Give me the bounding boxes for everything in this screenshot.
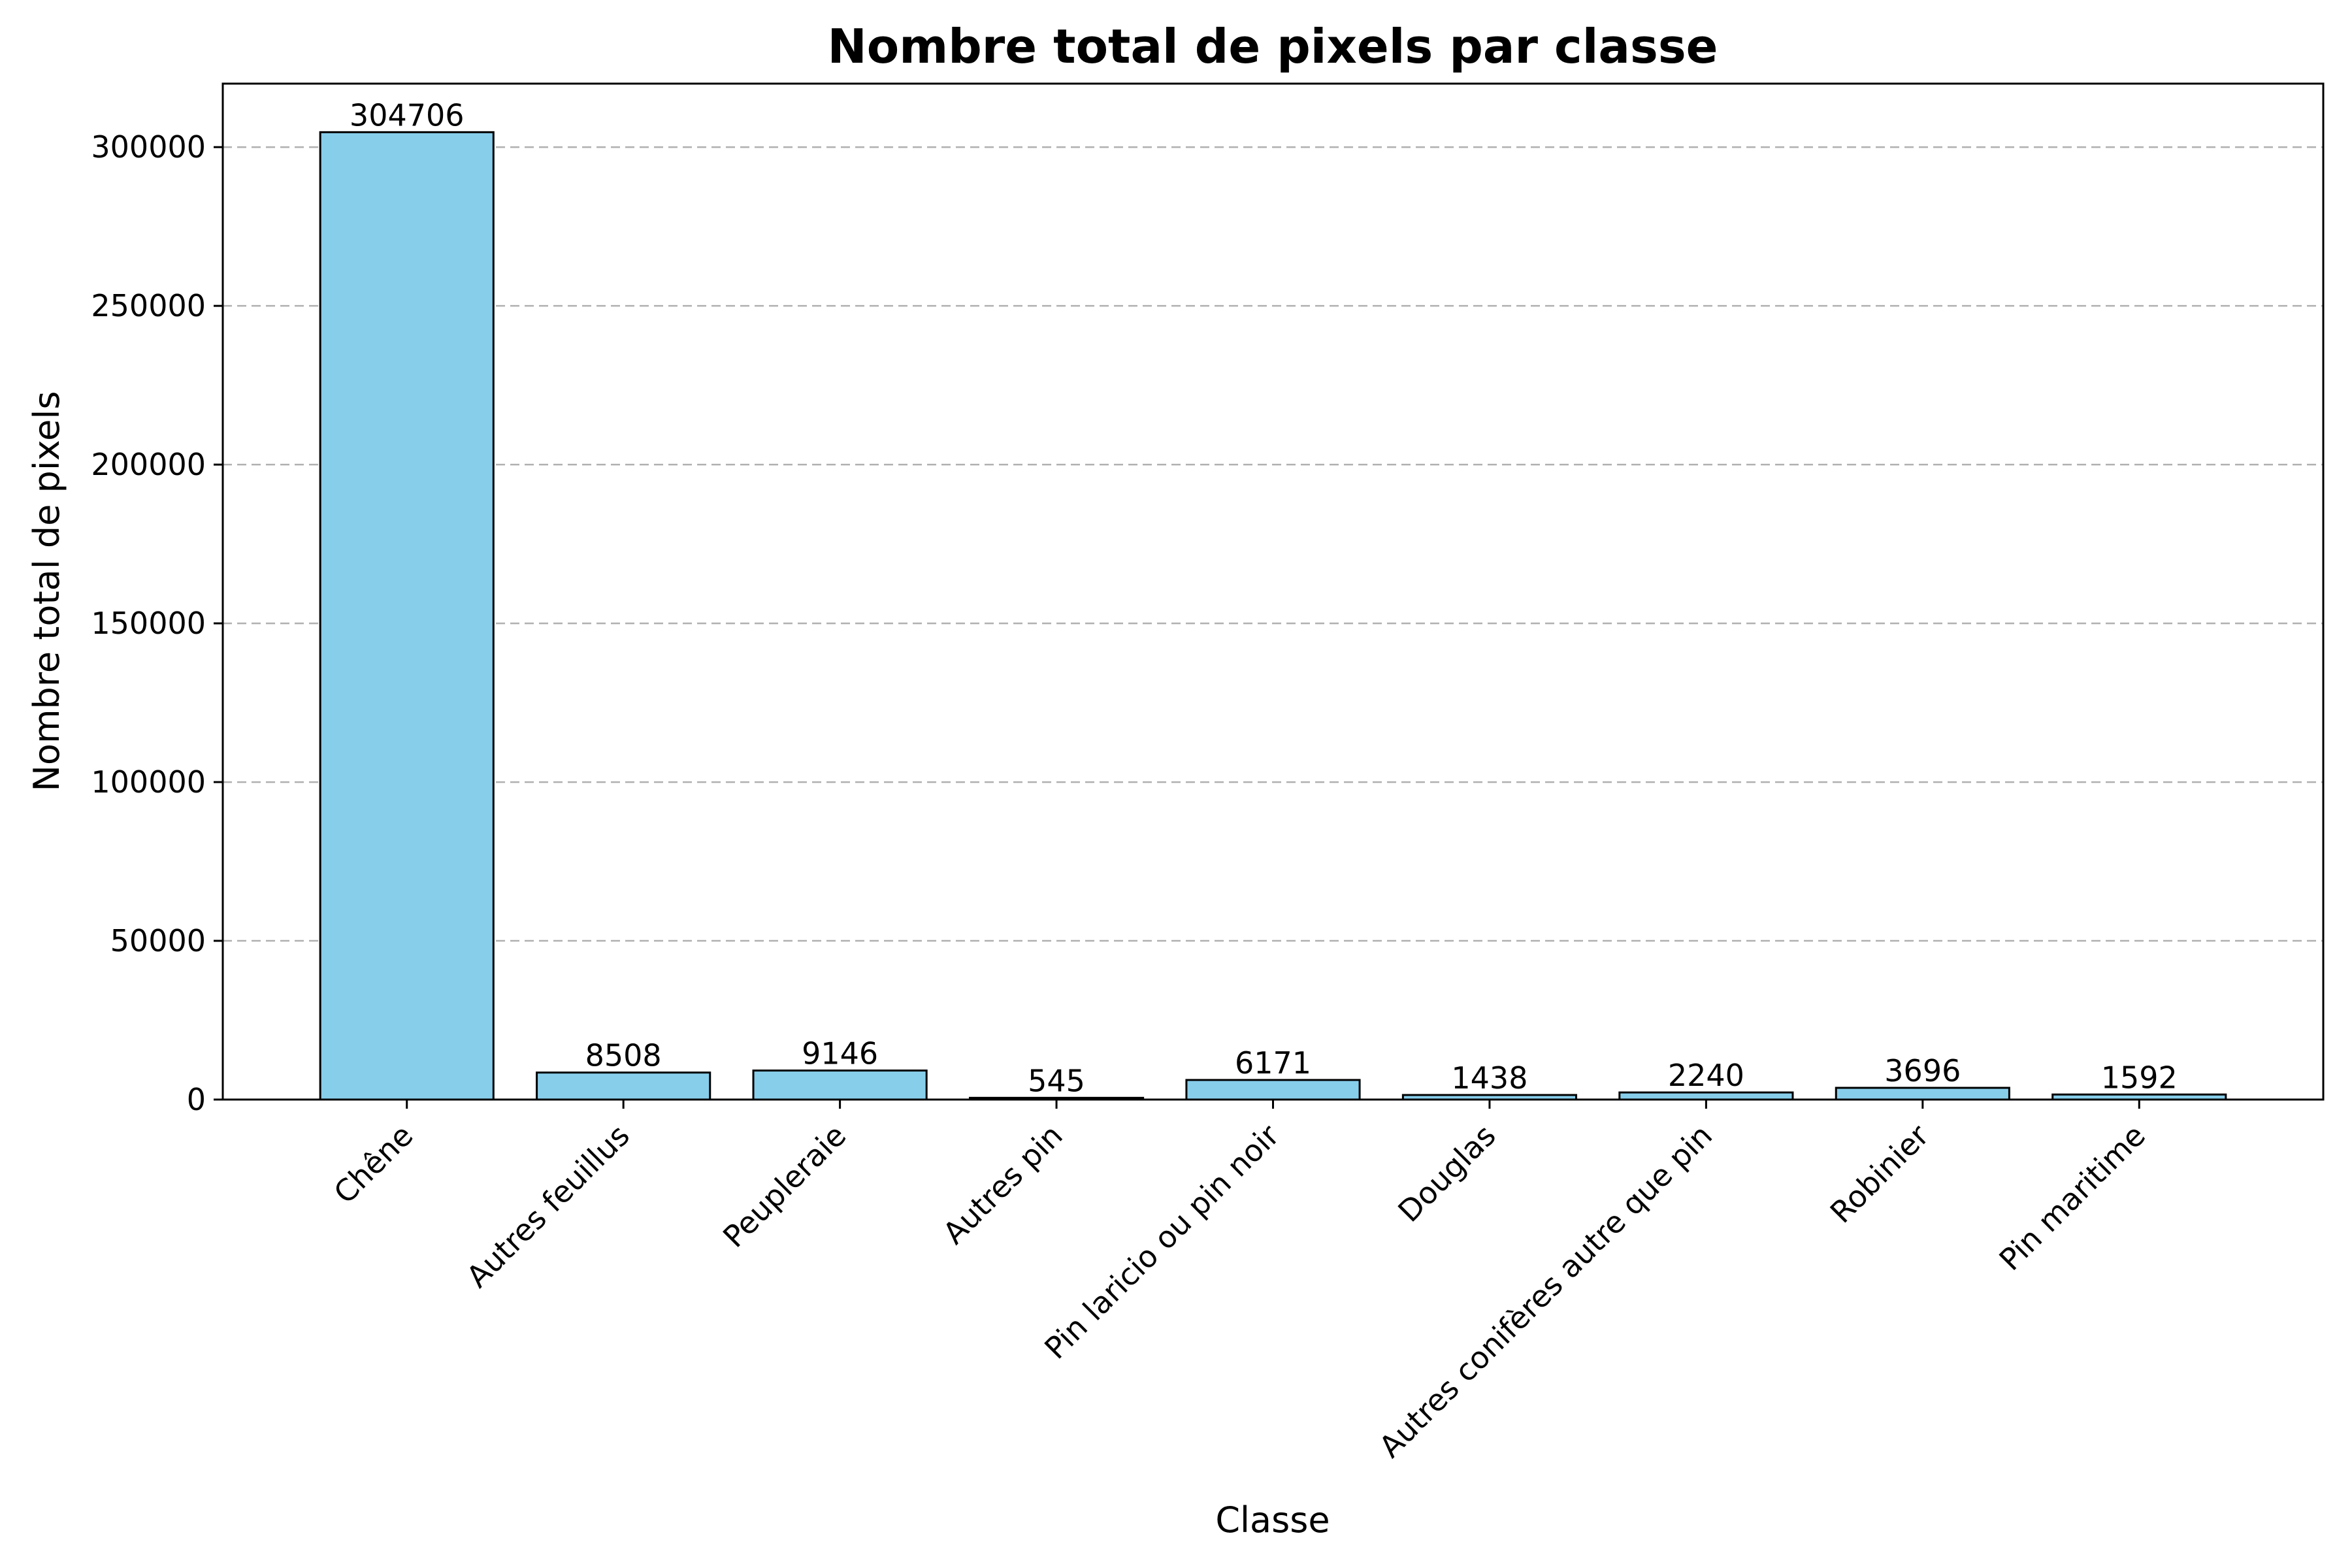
- x-tick-label: Pin maritime: [1992, 1118, 2152, 1278]
- bar-value-labels: 304706 8508 9146 545 6171 1438 2240 3696 1592: [350, 97, 2178, 1098]
- grid-lines: [223, 146, 2323, 942]
- bar-value-label: 9146: [802, 1036, 878, 1071]
- bar: [752, 1070, 928, 1101]
- bar-value-label: 2240: [1668, 1058, 1744, 1093]
- x-axis-label: Classe: [1215, 1499, 1330, 1541]
- y-tick-label: 300000: [91, 129, 206, 165]
- y-tick-label: 200000: [91, 447, 206, 482]
- bar-value-label: 545: [1028, 1063, 1085, 1098]
- x-tick-label: Pin laricio ou pin noir: [1037, 1118, 1286, 1366]
- y-tick-label: 250000: [91, 288, 206, 323]
- bar: [536, 1071, 711, 1101]
- y-axis-label: Nombre total de pixels: [26, 391, 67, 792]
- bar-value-label: 304706: [350, 97, 465, 133]
- bar: [1835, 1086, 2010, 1101]
- bars: [319, 131, 2227, 1101]
- x-tick-label: Robinier: [1823, 1118, 1936, 1230]
- x-tick-label: Peupleraie: [716, 1118, 853, 1254]
- chart-title: Nombre total de pixels par classe: [827, 19, 1718, 74]
- plot-frame: [221, 82, 2325, 1101]
- x-tick-label: Autres feuillus: [459, 1118, 636, 1295]
- x-tick-label: Chêne: [327, 1118, 419, 1211]
- x-tick-label: Douglas: [1391, 1118, 1502, 1229]
- x-tick-label: Autres conifères autre que pin: [1372, 1118, 1719, 1465]
- bar-value-label: 3696: [1884, 1053, 1961, 1088]
- y-tick-label: 50000: [110, 923, 206, 958]
- bar: [1618, 1091, 1794, 1101]
- bar-value-label: 1438: [1451, 1060, 1527, 1096]
- x-tick-label: Autres pin: [936, 1118, 1070, 1251]
- y-tick-label: 150000: [91, 606, 206, 641]
- bar: [1185, 1079, 1361, 1101]
- bar: [319, 131, 495, 1101]
- x-axis-ticks: Chêne Autres feuillus Peupleraie Autres pin…: [327, 1100, 2152, 1464]
- y-tick-label: 100000: [91, 764, 206, 800]
- bar-value-label: 8508: [585, 1038, 662, 1073]
- y-tick-label: 0: [187, 1082, 206, 1117]
- bar-value-label: 6171: [1235, 1045, 1311, 1081]
- y-axis-ticks: 0 50000 100000 150000 200000 250000 300000: [91, 129, 223, 1117]
- bar-value-label: 1592: [2101, 1060, 2178, 1095]
